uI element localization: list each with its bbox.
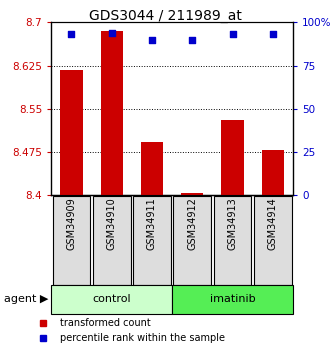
Text: GSM34914: GSM34914 [268,198,278,250]
Point [109,30,115,36]
Text: GSM34909: GSM34909 [67,198,76,250]
Point [149,37,155,42]
Text: GSM34911: GSM34911 [147,198,157,250]
Text: agent ▶: agent ▶ [4,294,48,304]
Bar [141,142,163,195]
Text: control: control [92,294,131,304]
Text: GSM34913: GSM34913 [227,198,238,250]
Bar [172,285,293,314]
Text: GDS3044 / 211989_at: GDS3044 / 211989_at [89,9,242,23]
Point [270,32,275,37]
Text: GSM34910: GSM34910 [107,198,117,250]
Bar [51,285,172,314]
Bar [213,196,252,285]
Text: transformed count: transformed count [60,318,150,328]
Bar [53,196,90,285]
Text: GSM34912: GSM34912 [187,198,197,250]
Bar [221,120,244,195]
Bar [254,196,292,285]
Bar [60,70,82,195]
Point [230,32,235,37]
Point [69,32,74,37]
Bar [181,193,203,195]
Bar [101,31,123,195]
Text: percentile rank within the sample: percentile rank within the sample [60,333,224,343]
Text: imatinib: imatinib [210,294,255,304]
Bar [173,196,211,285]
Bar [133,196,171,285]
Bar [262,150,284,195]
Bar [93,196,131,285]
Point [190,37,195,42]
